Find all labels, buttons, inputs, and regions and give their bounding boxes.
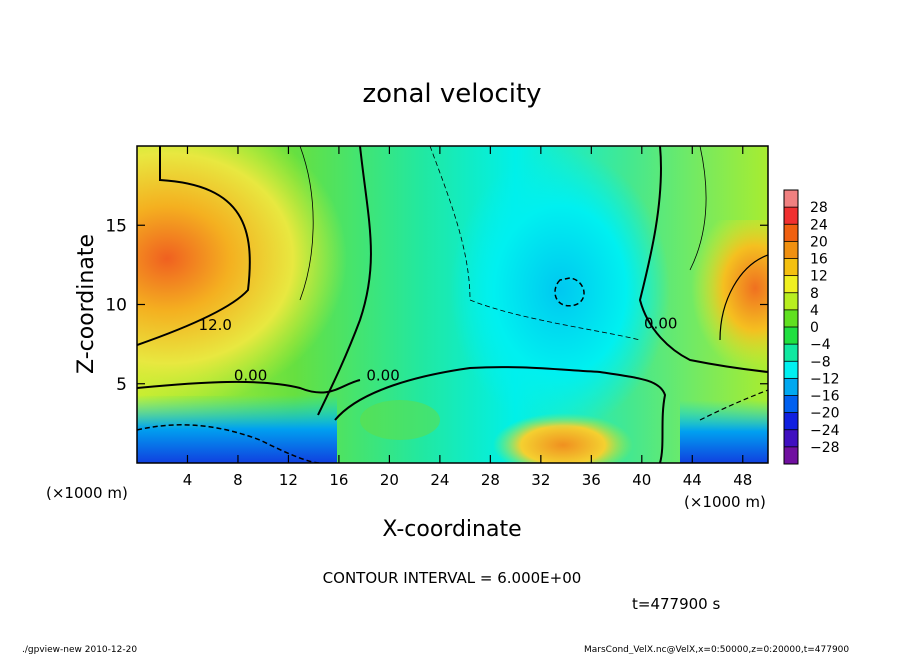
chart-title: zonal velocity — [362, 79, 541, 109]
footer-right: MarsCond_VelX.nc@VelX,x=0:50000,z=0:2000… — [584, 645, 849, 654]
x-tick-label: 24 — [430, 471, 449, 489]
footer-left: ./gpview-new 2010-12-20 — [22, 645, 137, 654]
colorbar-label: −8 — [810, 354, 831, 370]
plot-field — [137, 146, 768, 463]
x-tick-label: 44 — [683, 471, 702, 489]
colorbar-label: 8 — [810, 286, 819, 302]
colorbar-label: 4 — [810, 303, 819, 319]
x-tick-label: 8 — [233, 471, 243, 489]
colorbar-label: 12 — [810, 269, 828, 285]
colorbar-label: 20 — [810, 234, 828, 250]
colorbar-label: −4 — [810, 337, 831, 353]
x-axis-label: X-coordinate — [382, 517, 521, 542]
y-tick-label: 5 — [116, 375, 127, 395]
colorbar-segment — [784, 292, 798, 311]
x-tick-label: 36 — [582, 471, 601, 489]
colorbar-segment — [784, 378, 798, 396]
colorbar-segment — [784, 224, 798, 242]
colorbar-label: −28 — [810, 440, 840, 456]
x-tick-label: 28 — [481, 471, 500, 489]
y-tick-label: 10 — [105, 296, 127, 316]
contour-label: 0.00 — [644, 314, 677, 332]
x-axis-ticks: 4 8 12 16 20 24 28 32 36 40 44 48 — [183, 146, 752, 489]
colorbar-segment — [784, 344, 798, 362]
time-text: t=477900 s — [632, 595, 720, 613]
y-axis-label: Z-coordinate — [74, 234, 99, 374]
x-tick-label: 48 — [733, 471, 752, 489]
z-unit-label: (×1000 m) — [46, 484, 128, 502]
colorbar-segment — [784, 190, 798, 208]
colorbar-label: 28 — [810, 200, 828, 216]
x-tick-label: 12 — [279, 471, 298, 489]
x-tick-label: 20 — [380, 471, 399, 489]
colorbar-label: −24 — [810, 423, 840, 439]
colorbar-label: 24 — [810, 217, 828, 233]
contour-interval-text: CONTOUR INTERVAL = 6.000E+00 — [323, 569, 582, 587]
colorbar-segment — [784, 309, 798, 328]
x-tick-label: 16 — [329, 471, 348, 489]
contour-label: 0.00 — [366, 367, 399, 385]
y-tick-label: 15 — [105, 216, 127, 236]
colorbar-segment — [784, 361, 798, 379]
contour-label: 0.00 — [234, 367, 267, 385]
colorbar-segment — [784, 395, 798, 414]
colorbar-label: 16 — [810, 252, 828, 268]
y-axis-ticks: 5 10 15 — [105, 216, 768, 395]
colorbar-label: 0 — [810, 320, 819, 336]
colorbar-segment — [784, 446, 798, 465]
colorbar-label: −12 — [810, 371, 840, 387]
colorbar-segment — [784, 207, 798, 225]
colorbar-label: −16 — [810, 389, 840, 405]
colorbar-segment — [784, 327, 798, 345]
colorbar-segment — [784, 412, 798, 431]
colorbar-segment — [784, 241, 798, 259]
x-tick-label: 4 — [183, 471, 193, 489]
x-tick-label: 40 — [632, 471, 651, 489]
colorbar-label: −20 — [810, 406, 840, 422]
colorbar-segment — [784, 275, 798, 294]
x-tick-label: 32 — [531, 471, 550, 489]
colorbar-segment — [784, 258, 798, 277]
colorbar-segment — [784, 429, 798, 448]
contour-labels: 12.0 0.00 0.00 0.00 — [199, 314, 678, 384]
contour-label: 12.0 — [199, 316, 232, 334]
x-unit-label: (×1000 m) — [684, 493, 766, 511]
